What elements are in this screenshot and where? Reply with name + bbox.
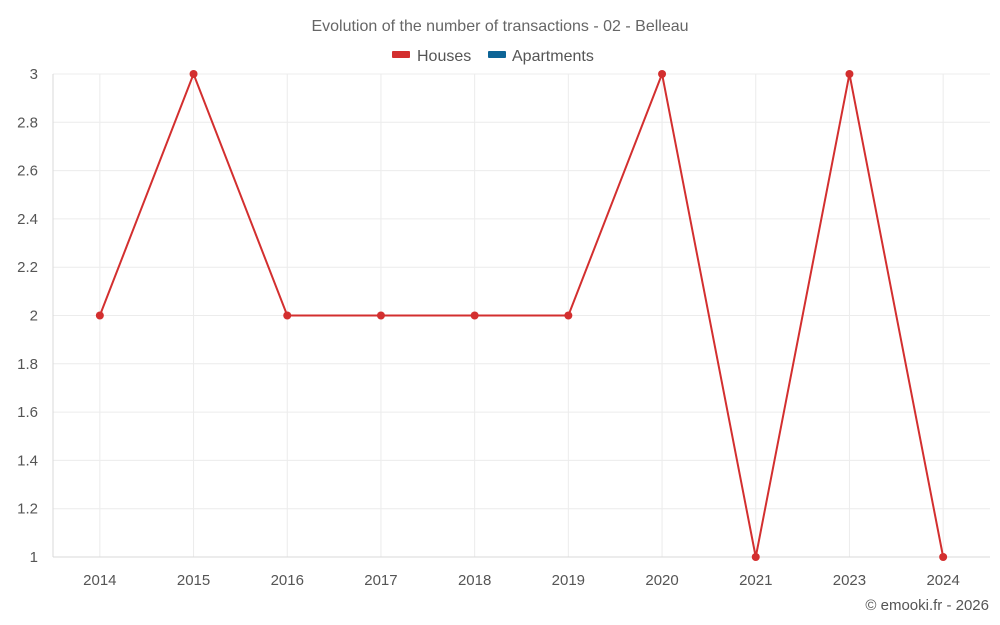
x-tick-label: 2014	[83, 572, 116, 589]
x-axis: 2014 2015 2016 2017 2018 2019 2020 2021 2023 2024	[83, 572, 960, 589]
legend-swatch-apartments	[488, 51, 506, 58]
y-tick-label: 2	[30, 308, 38, 325]
chart-title: Evolution of the number of transactions …	[311, 18, 688, 35]
legend-swatch-houses	[392, 51, 410, 58]
series-line-houses	[98, 70, 945, 558]
y-tick-label: 1.8	[17, 356, 38, 373]
x-tick-label: 2015	[177, 572, 210, 589]
x-tick-label: 2020	[645, 572, 678, 589]
x-tick-label: 2023	[833, 572, 866, 589]
data-point[interactable]	[658, 70, 667, 78]
data-point[interactable]	[751, 553, 760, 561]
y-tick-label: 3	[30, 66, 38, 83]
data-point[interactable]	[283, 311, 292, 320]
legend-label-houses: Houses	[417, 48, 471, 65]
x-tick-label: 2024	[926, 572, 959, 589]
y-tick-label: 2.8	[17, 114, 38, 131]
data-point[interactable]	[939, 553, 948, 561]
x-tick-label: 2017	[364, 572, 397, 589]
data-point[interactable]	[189, 70, 198, 78]
x-tick-label: 2019	[552, 572, 585, 589]
legend: Houses Apartments	[392, 48, 594, 65]
y-tick-label: 2.2	[17, 259, 38, 276]
legend-item-apartments[interactable]: Apartments	[488, 48, 594, 65]
x-tick-label: 2018	[458, 572, 491, 589]
y-tick-label: 1	[30, 549, 38, 566]
data-points	[95, 70, 948, 561]
y-tick-label: 1.2	[17, 501, 38, 518]
y-axis: 1 1.2 1.4 1.6 1.8 2 2.2 2.4 2.6 2.8 3	[17, 66, 38, 566]
data-point[interactable]	[564, 311, 573, 320]
data-point[interactable]	[845, 70, 854, 78]
y-tick-label: 1.6	[17, 404, 38, 421]
y-tick-label: 2.4	[17, 211, 38, 228]
y-tick-label: 1.4	[17, 452, 38, 469]
y-tick-label: 2.6	[17, 163, 38, 180]
legend-item-houses[interactable]: Houses	[392, 48, 471, 65]
data-point[interactable]	[376, 311, 385, 320]
x-tick-label: 2016	[271, 572, 304, 589]
data-point[interactable]	[95, 311, 104, 320]
credit-text: © emooki.fr - 2026	[865, 597, 989, 614]
legend-label-apartments: Apartments	[512, 48, 594, 65]
data-point[interactable]	[470, 311, 479, 320]
x-tick-label: 2021	[739, 572, 772, 589]
series-lines	[98, 70, 945, 558]
